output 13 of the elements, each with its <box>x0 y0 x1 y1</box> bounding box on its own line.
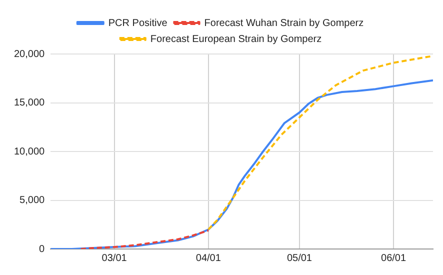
y-tick-label: 20,000 <box>14 48 46 60</box>
x-tick-label: 04/01 <box>196 252 222 264</box>
y-tick-label: 10,000 <box>14 146 46 158</box>
x-tick-label: 06/01 <box>381 252 406 264</box>
legend-label: Forecast European Strain by Gomperz <box>150 34 322 45</box>
y-tick-label: 0 <box>39 244 46 255</box>
legend-label: Forecast Wuhan Strain by Gomperz <box>204 18 364 29</box>
y-tick-label: 15,000 <box>14 98 46 108</box>
y-tick-label: 5,000 <box>20 195 46 206</box>
x-tick-label: 03/01 <box>102 252 128 264</box>
legend-label: PCR Positive <box>108 18 168 29</box>
line-series <box>207 54 433 230</box>
x-tick-label: 05/01 <box>286 252 312 264</box>
